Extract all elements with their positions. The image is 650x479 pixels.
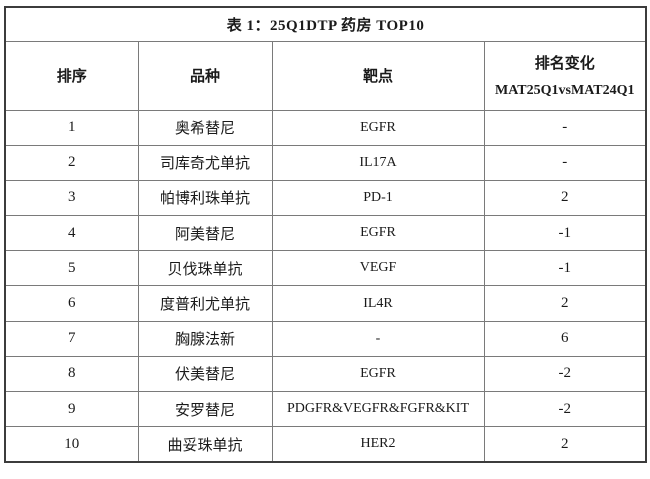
column-header-product: 品种 xyxy=(137,40,273,111)
table-row: 10 曲妥珠单抗 HER2 2 xyxy=(4,426,647,463)
rank-cell: 6 xyxy=(4,285,139,322)
change-cell: 6 xyxy=(483,320,647,357)
table-row: 1 奥希替尼 EGFR - xyxy=(4,109,647,146)
change-cell: -1 xyxy=(483,215,647,252)
table-row: 4 阿美替尼 EGFR -1 xyxy=(4,215,647,252)
rank-cell: 3 xyxy=(4,179,139,217)
target-cell: EGFR xyxy=(271,109,485,146)
change-header-label: 排名变化 xyxy=(534,55,595,72)
target-cell: IL17A xyxy=(271,144,485,181)
change-cell: 2 xyxy=(483,179,647,217)
change-cell: - xyxy=(483,109,647,146)
product-cell: 司库奇尤单抗 xyxy=(137,144,273,181)
target-cell: VEGF xyxy=(271,250,485,287)
target-cell: IL4R xyxy=(271,285,485,322)
rank-cell: 2 xyxy=(4,144,139,181)
column-header-target: 靶点 xyxy=(271,40,485,111)
target-cell: EGFR xyxy=(271,355,485,393)
target-cell: EGFR xyxy=(271,215,485,252)
rank-cell: 9 xyxy=(4,390,139,428)
table-title: 表 1：25Q1DTP 药房 TOP10 xyxy=(4,6,647,42)
product-cell: 胸腺法新 xyxy=(137,320,273,357)
target-cell: PDGFR&VEGFR&FGFR&KIT xyxy=(271,390,485,428)
table-row: 6 度普利尤单抗 IL4R 2 xyxy=(4,285,647,322)
column-header-rank: 排序 xyxy=(4,40,139,111)
change-cell: 2 xyxy=(483,285,647,322)
target-cell: HER2 xyxy=(271,426,485,463)
rank-cell: 1 xyxy=(4,109,139,146)
product-cell: 阿美替尼 xyxy=(137,215,273,252)
product-cell: 曲妥珠单抗 xyxy=(137,426,273,463)
table-row: 9 安罗替尼 PDGFR&VEGFR&FGFR&KIT -2 xyxy=(4,390,647,428)
top10-dtp-table: 表 1：25Q1DTP 药房 TOP10 排序 品种 靶点 排名变化 MAT25… xyxy=(4,6,648,463)
table-row: 2 司库奇尤单抗 IL17A - xyxy=(4,144,647,181)
rank-cell: 10 xyxy=(4,426,139,463)
table-row: 7 胸腺法新 - 6 xyxy=(4,320,647,357)
table-row: 5 贝伐珠单抗 VEGF -1 xyxy=(4,250,647,287)
target-cell: PD-1 xyxy=(271,179,485,217)
rank-cell: 5 xyxy=(4,250,139,287)
change-header-period: MAT25Q1vsMAT24Q1 xyxy=(495,83,635,99)
change-cell: -2 xyxy=(483,355,647,393)
column-header-change: 排名变化 MAT25Q1vsMAT24Q1 xyxy=(483,40,647,111)
change-cell: 2 xyxy=(483,426,647,463)
change-header-group: 排名变化 MAT25Q1vsMAT24Q1 xyxy=(485,42,645,109)
product-cell: 奥希替尼 xyxy=(137,109,273,146)
table-header-row: 排序 品种 靶点 排名变化 MAT25Q1vsMAT24Q1 xyxy=(4,40,647,111)
change-cell: - xyxy=(483,144,647,181)
target-cell: - xyxy=(271,320,485,357)
product-cell: 贝伐珠单抗 xyxy=(137,250,273,287)
product-cell: 度普利尤单抗 xyxy=(137,285,273,322)
rank-cell: 4 xyxy=(4,215,139,252)
product-cell: 安罗替尼 xyxy=(137,390,273,428)
table-row: 3 帕博利珠单抗 PD-1 2 xyxy=(4,179,647,217)
table-title-row: 表 1：25Q1DTP 药房 TOP10 xyxy=(4,6,647,42)
table-row: 8 伏美替尼 EGFR -2 xyxy=(4,355,647,393)
product-cell: 帕博利珠单抗 xyxy=(137,179,273,217)
rank-cell: 8 xyxy=(4,355,139,393)
change-cell: -1 xyxy=(483,250,647,287)
change-cell: -2 xyxy=(483,390,647,428)
product-cell: 伏美替尼 xyxy=(137,355,273,393)
rank-cell: 7 xyxy=(4,320,139,357)
